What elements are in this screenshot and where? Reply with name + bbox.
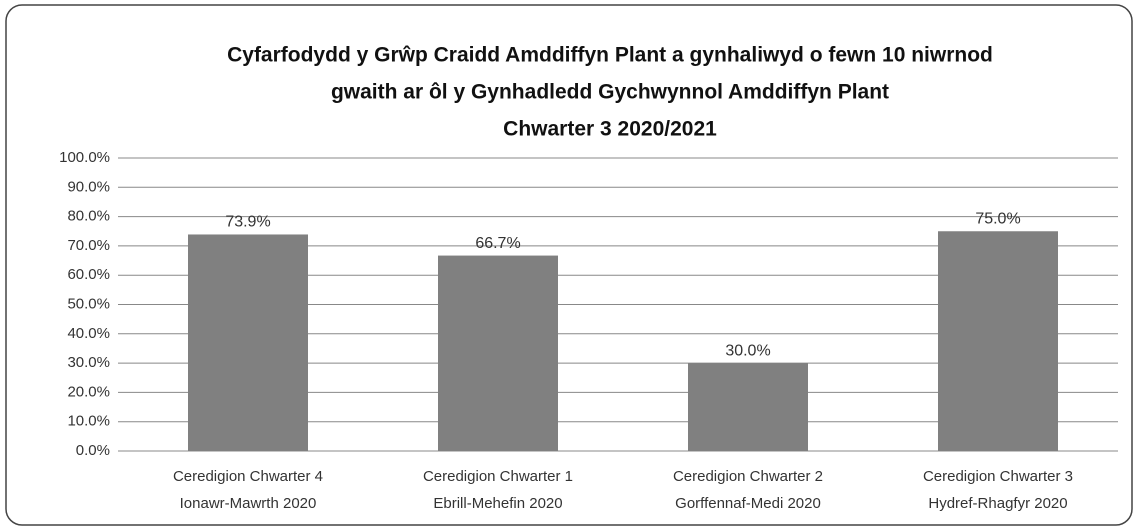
- y-tick-label: 70.0%: [67, 237, 110, 254]
- y-tick-label: 90.0%: [67, 178, 110, 195]
- x-tick-label: Hydref-Rhagfyr 2020: [928, 495, 1067, 512]
- bar: [438, 255, 558, 451]
- x-tick-label: Gorffennaf-Medi 2020: [675, 495, 821, 512]
- y-tick-label: 30.0%: [67, 354, 110, 371]
- x-tick-label: Ceredigion Chwarter 4: [173, 468, 323, 485]
- x-tick-label: Ceredigion Chwarter 1: [423, 468, 573, 485]
- bar: [688, 363, 808, 451]
- bar: [938, 231, 1058, 451]
- y-tick-label: 20.0%: [67, 383, 110, 400]
- x-tick-label: Ionawr-Mawrth 2020: [180, 495, 317, 512]
- y-tick-label: 10.0%: [67, 413, 110, 430]
- value-label: 75.0%: [975, 210, 1020, 227]
- chart-title: Cyfarfodydd y Grŵp Craidd Amddiffyn Plan…: [227, 44, 993, 67]
- value-label: 30.0%: [725, 342, 770, 359]
- x-tick-label: Ceredigion Chwarter 2: [673, 468, 823, 485]
- x-tick-label: Ebrill-Mehefin 2020: [433, 495, 562, 512]
- y-tick-label: 0.0%: [76, 442, 110, 459]
- y-tick-label: 60.0%: [67, 266, 110, 283]
- y-tick-label: 80.0%: [67, 208, 110, 225]
- chart-title: Chwarter 3 2020/2021: [503, 118, 717, 141]
- bar: [188, 234, 308, 451]
- y-tick-label: 50.0%: [67, 295, 110, 312]
- y-tick-label: 40.0%: [67, 325, 110, 342]
- x-tick-label: Ceredigion Chwarter 3: [923, 468, 1073, 485]
- value-label: 73.9%: [225, 214, 270, 231]
- value-label: 66.7%: [475, 235, 520, 252]
- chart-title: gwaith ar ôl y Gynhadledd Gychwynnol Amd…: [331, 81, 889, 104]
- y-tick-label: 100.0%: [59, 149, 110, 166]
